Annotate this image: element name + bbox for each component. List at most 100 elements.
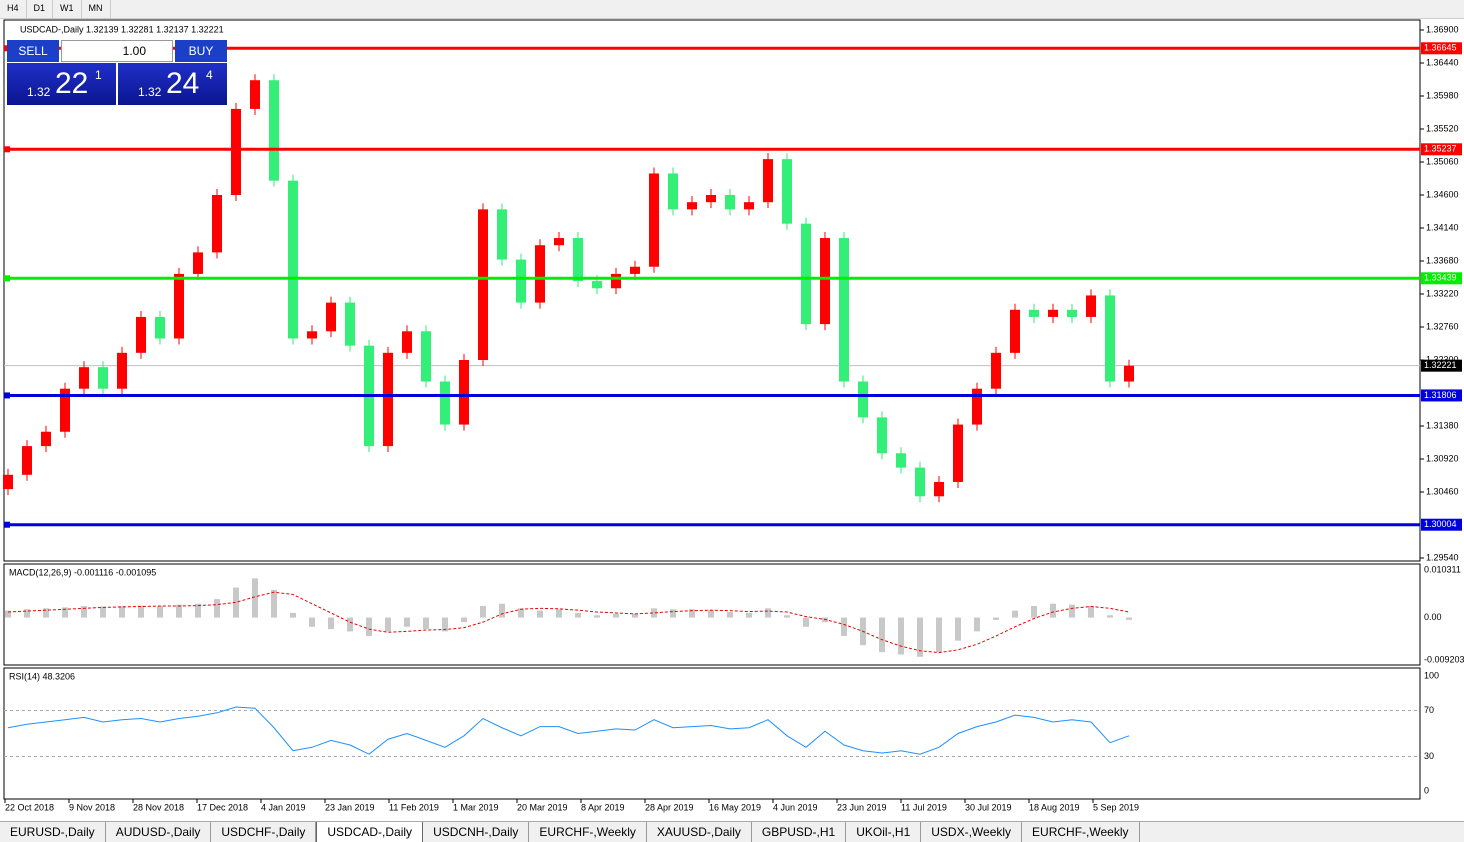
level-label: 1.31806: [1424, 390, 1457, 400]
ask-big: 24: [166, 67, 200, 100]
macd-bar: [841, 617, 847, 637]
macd-bar: [993, 617, 999, 620]
level-label: 1.33439: [1424, 273, 1457, 283]
candle: [1067, 309, 1077, 317]
price-tick-label: 1.35060: [1426, 156, 1459, 166]
macd-bar: [1012, 610, 1018, 618]
macd-bar: [651, 608, 657, 618]
symbol-tab[interactable]: USDCHF-,Daily: [211, 822, 317, 842]
macd-bar: [5, 610, 11, 618]
price-tick-label: 1.32760: [1426, 321, 1459, 331]
macd-bar: [746, 612, 752, 618]
ask-prefix: 1.32: [138, 85, 162, 99]
candle: [1048, 309, 1058, 317]
date-label: 1 Mar 2019: [453, 802, 499, 812]
chart-header: USDCAD-,Daily 1.32139 1.32281 1.32137 1.…: [20, 24, 224, 34]
candle: [193, 252, 203, 274]
macd-label: MACD(12,26,9) -0.001116 -0.001095: [9, 567, 156, 577]
price-tick-label: 1.34600: [1426, 189, 1459, 199]
macd-bar: [442, 617, 448, 632]
price-tick-label: 1.33680: [1426, 255, 1459, 265]
candle: [972, 388, 982, 425]
candle: [421, 331, 431, 382]
macd-bar: [271, 589, 277, 618]
lot-input[interactable]: 1.00: [61, 40, 173, 62]
level-handle: [4, 275, 10, 282]
candle: [763, 159, 773, 203]
date-label: 30 Jul 2019: [965, 802, 1012, 812]
symbol-tab[interactable]: EURCHF-,Weekly: [529, 822, 647, 842]
timeframe-button[interactable]: D1: [27, 0, 54, 18]
symbol-tab[interactable]: EURCHF-,Weekly: [1022, 822, 1140, 842]
candle: [782, 159, 792, 224]
candle: [535, 245, 545, 303]
candle: [174, 273, 184, 339]
buy-button[interactable]: BUY: [175, 40, 227, 62]
price-tick-label: 1.36440: [1426, 57, 1459, 67]
current-price-label: 1.32221: [1424, 360, 1457, 370]
rsi-tick-label: 30: [1424, 751, 1434, 761]
macd-bar: [537, 610, 543, 618]
symbol-tab[interactable]: XAUUSD-,Daily: [647, 822, 752, 842]
symbol-tab[interactable]: USDX-,Weekly: [921, 822, 1023, 842]
date-label: 18 Aug 2019: [1029, 802, 1080, 812]
bid-big: 22: [55, 67, 89, 100]
timeframe-button[interactable]: MN: [82, 0, 111, 18]
macd-bar: [917, 617, 923, 657]
macd-bar: [119, 606, 125, 618]
ask-box[interactable]: 1.32 24 4: [118, 63, 227, 105]
candle: [858, 381, 868, 418]
date-label: 9 Nov 2018: [69, 802, 115, 812]
rsi-tick-label: 100: [1424, 670, 1439, 680]
candle: [1086, 295, 1096, 317]
symbol-tab[interactable]: USDCAD-,Daily: [316, 822, 424, 842]
level-box: [1421, 143, 1462, 156]
candle: [402, 331, 412, 353]
macd-bar: [879, 617, 885, 653]
level-handle: [4, 521, 10, 528]
symbol-tab[interactable]: AUDUSD-,Daily: [106, 822, 212, 842]
candle: [934, 481, 944, 497]
sell-button[interactable]: SELL: [7, 40, 59, 62]
macd-bar: [328, 617, 334, 630]
price-tick-label: 1.29540: [1426, 552, 1459, 562]
level-box: [1421, 518, 1462, 531]
price-tick-label: 1.36900: [1426, 24, 1459, 34]
timeframe-toolbar: H4 D1 W1 MN: [0, 0, 1464, 19]
date-label: 4 Jun 2019: [773, 802, 818, 812]
symbol-tab[interactable]: EURUSD-,Daily: [0, 822, 106, 842]
symbol-tab[interactable]: USDCNH-,Daily: [423, 822, 530, 842]
candle: [250, 80, 260, 109]
macd-bar: [1107, 615, 1113, 618]
macd-frame: [3, 563, 1421, 666]
macd-bar: [404, 617, 410, 627]
candle: [877, 417, 887, 454]
candle: [668, 173, 678, 210]
timeframe-button[interactable]: W1: [53, 0, 82, 18]
candle: [611, 273, 621, 289]
rsi-tick-label: 0: [1424, 785, 1429, 795]
symbol-tab[interactable]: UKOil-,H1: [846, 822, 922, 842]
candle: [383, 352, 393, 447]
timeframe-button[interactable]: H4: [0, 0, 27, 18]
macd-bar: [708, 610, 714, 618]
candle: [41, 431, 51, 447]
symbol-tab[interactable]: GBPUSD-,H1: [752, 822, 847, 842]
bid-box[interactable]: 1.32 22 1: [7, 63, 116, 105]
candle: [1105, 295, 1115, 382]
macd-signal: [7, 591, 1130, 654]
macd-bar: [898, 617, 904, 655]
rsi-line: [7, 706, 1130, 755]
candle: [459, 360, 469, 425]
date-label: 17 Dec 2018: [197, 802, 248, 812]
macd-bar: [803, 617, 809, 627]
macd-bar: [100, 606, 106, 618]
candle: [60, 388, 70, 432]
rsi-label: RSI(14) 48.3206: [9, 671, 75, 681]
candle: [915, 467, 925, 497]
date-label: 22 Oct 2018: [5, 802, 54, 812]
candle: [896, 453, 906, 468]
price-tick-label: 1.33220: [1426, 288, 1459, 298]
macd-bar: [214, 599, 220, 618]
date-label: 11 Feb 2019: [389, 802, 439, 812]
